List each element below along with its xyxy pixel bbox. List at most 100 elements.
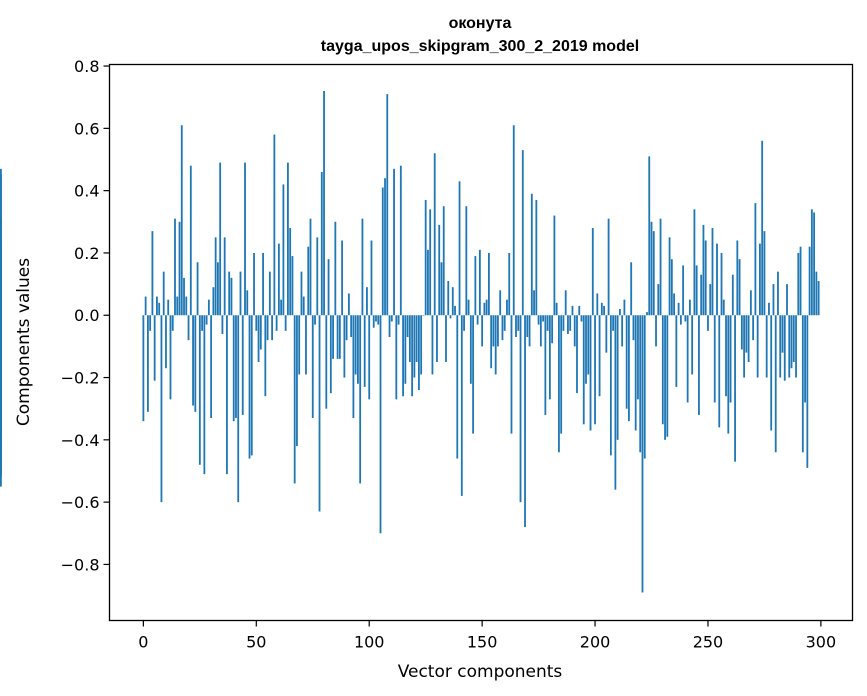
bar-141	[460, 315, 463, 496]
bar-135	[447, 280, 450, 316]
bar-268	[747, 315, 750, 362]
y-axis-ticks: −0.8 −0.6 −0.4 −0.2 0.0 0.2 0.4 0.6 0.8	[61, 57, 110, 574]
bar-257	[722, 299, 725, 316]
bar-167	[519, 315, 522, 503]
bar-236	[675, 315, 678, 387]
bar-18	[183, 277, 185, 316]
bar-92	[350, 315, 353, 338]
bar-267	[745, 315, 748, 353]
x-axis-ticks: 0 50 100 150 200 250 300	[138, 620, 836, 652]
bar-242	[688, 299, 691, 316]
bar-293	[804, 315, 806, 403]
bar-231	[664, 315, 666, 440]
chart-title: оконута	[449, 15, 512, 32]
bar-152	[485, 299, 488, 316]
bar-222	[643, 315, 646, 459]
y-tick-label: −0.8	[61, 555, 100, 574]
bar-251	[709, 284, 712, 316]
bar-228	[657, 284, 660, 316]
bar-44	[241, 315, 244, 415]
bar-10	[165, 315, 167, 369]
bar-207	[609, 315, 612, 456]
bar-81	[325, 315, 328, 409]
bar-102	[372, 315, 375, 328]
bar-129	[433, 153, 436, 316]
bar-201	[596, 293, 599, 316]
bar-117	[406, 315, 409, 338]
bar-206	[607, 218, 610, 316]
bar-159	[501, 315, 504, 341]
bar-119	[411, 315, 414, 397]
bar-282	[779, 315, 782, 378]
bar-204	[603, 305, 605, 316]
bar-262	[734, 315, 736, 462]
bar-157	[497, 315, 499, 347]
bar-187	[564, 290, 567, 316]
bar-98	[363, 315, 366, 387]
bar-280	[774, 315, 777, 453]
bar-182	[553, 215, 556, 316]
bar-38	[228, 271, 231, 316]
bar-34	[219, 162, 222, 316]
bar-181	[551, 315, 554, 344]
bar-14	[174, 218, 176, 316]
bar-95	[357, 315, 359, 384]
bar-31	[212, 287, 215, 316]
bar-71	[302, 296, 305, 316]
bar-27	[203, 315, 206, 475]
bar-277	[768, 302, 770, 316]
bar-193	[578, 305, 581, 316]
bar-169	[524, 315, 526, 528]
y-tick-label: 0.6	[74, 119, 99, 138]
bar-13	[171, 315, 174, 331]
bar-26	[201, 315, 203, 331]
bar-6	[156, 296, 158, 316]
bar-49	[253, 252, 255, 316]
y-tick-label: 0.8	[74, 57, 99, 76]
bar-255	[718, 315, 721, 428]
bar-39	[230, 277, 233, 316]
bar-47	[248, 315, 251, 459]
bar-162	[508, 252, 511, 316]
bar-263	[736, 240, 739, 316]
bar-211	[618, 309, 621, 316]
bar-105	[379, 315, 382, 534]
bar-225	[650, 221, 653, 316]
bar-28	[205, 315, 208, 325]
bar-184	[558, 315, 560, 453]
bar-150	[481, 315, 484, 347]
bar-299	[817, 280, 820, 316]
bar-245	[695, 265, 698, 316]
bar-35	[221, 315, 224, 334]
bar-17	[180, 125, 183, 316]
bar-0	[142, 315, 145, 422]
bar-136	[449, 315, 452, 319]
bar-241	[686, 315, 689, 403]
bar-287	[790, 315, 793, 369]
bar-203	[600, 302, 603, 316]
bar-215	[628, 315, 630, 422]
bar-188	[567, 315, 569, 334]
bar-174	[535, 200, 538, 316]
bar-164	[512, 125, 515, 316]
bar-133	[442, 206, 445, 316]
bar-292	[801, 315, 804, 453]
bar-104	[377, 315, 380, 325]
bar-155	[492, 315, 495, 347]
bar-3	[149, 315, 152, 331]
bar-66	[291, 256, 294, 316]
bar-53	[262, 252, 264, 316]
bar-115	[402, 315, 404, 397]
bar-60	[277, 243, 280, 316]
bar-72	[305, 315, 307, 375]
bar-2	[146, 315, 149, 412]
bar-4	[151, 231, 154, 316]
bar-226	[652, 231, 655, 316]
bar-270	[752, 315, 755, 341]
bar-48	[250, 315, 253, 456]
bar-199	[591, 228, 594, 316]
bar-51	[257, 315, 260, 362]
bar-175	[537, 315, 540, 325]
bar-237	[677, 302, 680, 316]
bar-213	[623, 299, 626, 316]
